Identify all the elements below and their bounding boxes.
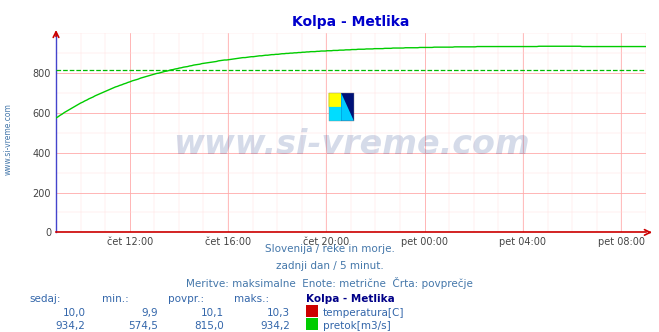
Text: 574,5: 574,5 [129, 321, 158, 331]
Text: povpr.:: povpr.: [168, 294, 204, 304]
Text: 10,0: 10,0 [63, 308, 86, 318]
Text: sedaj:: sedaj: [30, 294, 61, 304]
Text: 10,1: 10,1 [201, 308, 224, 318]
Text: pretok[m3/s]: pretok[m3/s] [323, 321, 391, 331]
Bar [328, 93, 341, 107]
Text: temperatura[C]: temperatura[C] [323, 308, 405, 318]
Bar [341, 93, 354, 121]
Title: Kolpa - Metlika: Kolpa - Metlika [292, 15, 410, 29]
Text: Kolpa - Metlika: Kolpa - Metlika [306, 294, 395, 304]
Text: Meritve: maksimalne  Enote: metrične  Črta: povprečje: Meritve: maksimalne Enote: metrične Črta… [186, 277, 473, 289]
Bar [328, 107, 341, 121]
Text: www.si-vreme.com: www.si-vreme.com [4, 104, 13, 175]
Polygon shape [328, 107, 341, 121]
Text: 934,2: 934,2 [260, 321, 290, 331]
Text: Slovenija / reke in morje.: Slovenija / reke in morje. [264, 244, 395, 254]
Text: 934,2: 934,2 [56, 321, 86, 331]
Text: 10,3: 10,3 [267, 308, 290, 318]
Text: maks.:: maks.: [234, 294, 269, 304]
Text: 9,9: 9,9 [142, 308, 158, 318]
Polygon shape [328, 93, 341, 107]
Polygon shape [341, 93, 354, 121]
Text: www.si-vreme.com: www.si-vreme.com [173, 128, 529, 161]
Text: min.:: min.: [102, 294, 129, 304]
Text: zadnji dan / 5 minut.: zadnji dan / 5 minut. [275, 261, 384, 271]
Text: 815,0: 815,0 [194, 321, 224, 331]
Bar [328, 93, 354, 121]
